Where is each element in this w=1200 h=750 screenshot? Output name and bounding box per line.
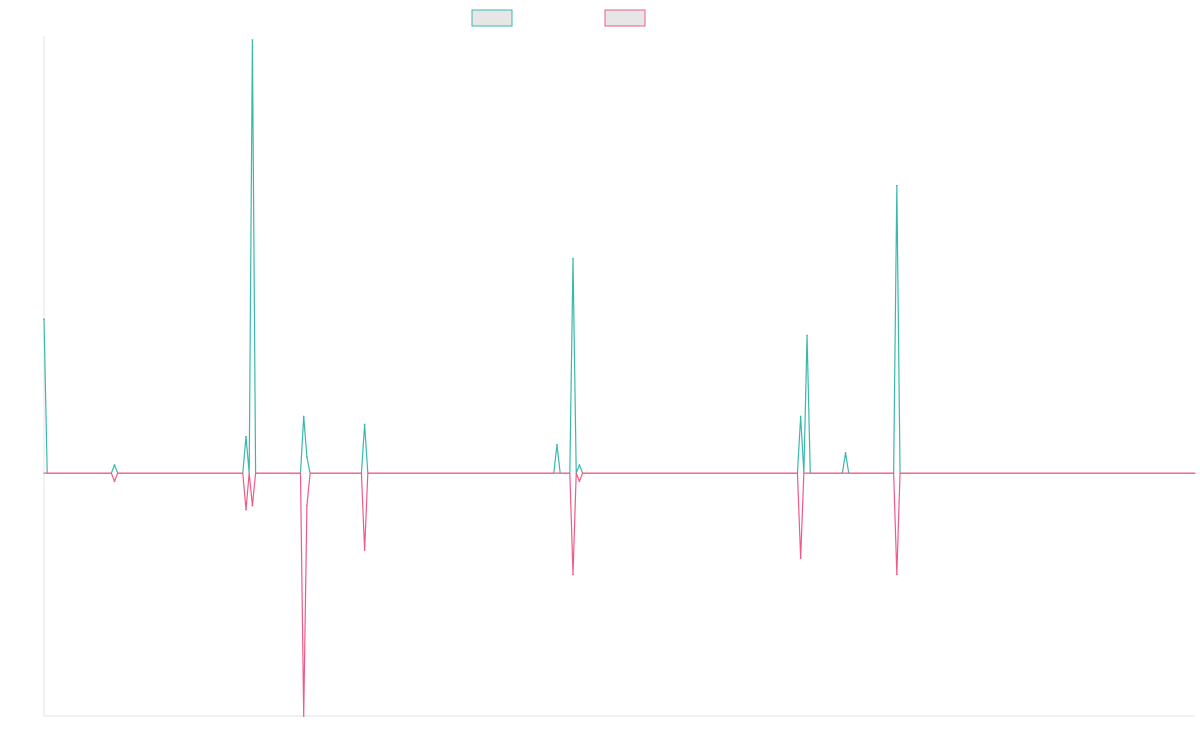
data-point <box>363 423 366 426</box>
data-point <box>895 573 898 576</box>
data-point <box>43 318 45 321</box>
legend-swatch-2 <box>604 9 646 27</box>
series-line-2 <box>43 472 1196 717</box>
data-point <box>572 573 574 576</box>
data-point <box>113 464 116 466</box>
data-point <box>556 443 558 446</box>
data-point <box>302 715 305 717</box>
data-point <box>363 549 366 551</box>
markers-layer <box>43 39 898 717</box>
data-point <box>302 415 305 418</box>
data-point <box>895 184 898 187</box>
legend-swatch-1 <box>471 9 513 27</box>
data-point <box>113 480 116 483</box>
data-point <box>251 39 254 41</box>
series-line-1 <box>43 39 1196 474</box>
data-point <box>806 334 808 337</box>
legend <box>471 9 646 27</box>
data-point <box>799 557 802 560</box>
data-point <box>306 456 308 458</box>
data-point <box>572 257 574 260</box>
data-point <box>578 480 581 483</box>
legend-item-1 <box>471 9 513 27</box>
series-layer <box>43 39 1196 717</box>
data-point <box>578 464 581 466</box>
data-point <box>306 504 308 507</box>
data-point <box>844 452 847 454</box>
data-point <box>245 435 247 438</box>
data-point <box>799 415 802 418</box>
legend-item-2 <box>604 9 646 27</box>
data-point <box>251 504 254 507</box>
axes <box>43 36 1195 717</box>
data-point <box>245 508 247 511</box>
